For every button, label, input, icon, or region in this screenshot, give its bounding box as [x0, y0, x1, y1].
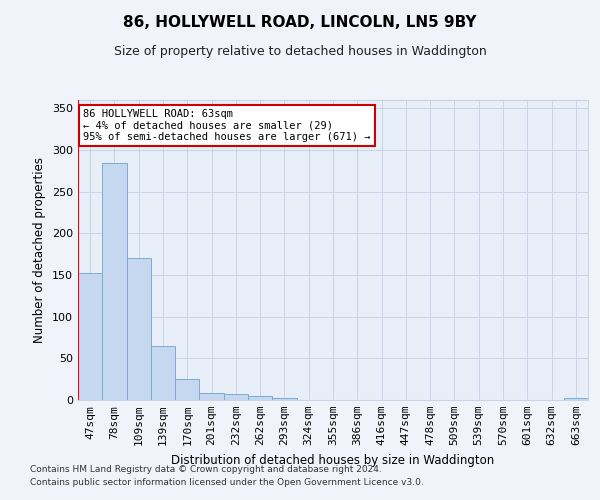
Bar — [127, 258, 151, 400]
X-axis label: Distribution of detached houses by size in Waddington: Distribution of detached houses by size … — [172, 454, 494, 466]
Bar — [175, 379, 199, 400]
Text: 86 HOLLYWELL ROAD: 63sqm
← 4% of detached houses are smaller (29)
95% of semi-de: 86 HOLLYWELL ROAD: 63sqm ← 4% of detache… — [83, 109, 371, 142]
Bar — [248, 396, 272, 400]
Bar — [224, 394, 248, 400]
Bar — [102, 162, 127, 400]
Bar — [564, 398, 588, 400]
Y-axis label: Number of detached properties: Number of detached properties — [34, 157, 46, 343]
Text: Contains HM Land Registry data © Crown copyright and database right 2024.: Contains HM Land Registry data © Crown c… — [30, 466, 382, 474]
Bar — [78, 272, 102, 400]
Bar — [272, 398, 296, 400]
Text: 86, HOLLYWELL ROAD, LINCOLN, LN5 9BY: 86, HOLLYWELL ROAD, LINCOLN, LN5 9BY — [123, 15, 477, 30]
Bar — [199, 392, 224, 400]
Text: Size of property relative to detached houses in Waddington: Size of property relative to detached ho… — [113, 45, 487, 58]
Text: Contains public sector information licensed under the Open Government Licence v3: Contains public sector information licen… — [30, 478, 424, 487]
Bar — [151, 346, 175, 400]
